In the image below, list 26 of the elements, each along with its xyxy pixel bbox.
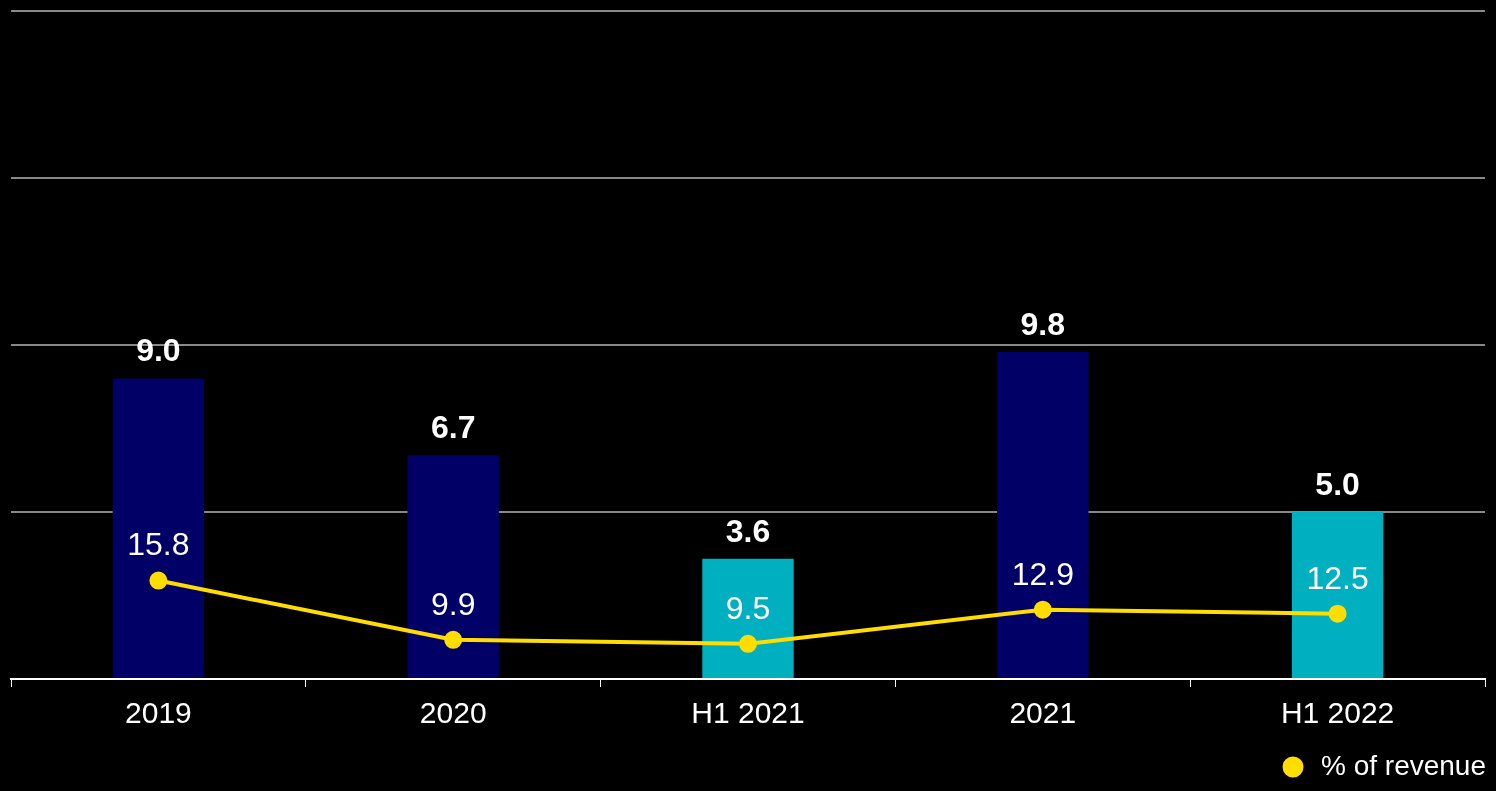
bar — [112, 378, 205, 678]
data-label: 12.9 — [1011, 555, 1074, 592]
bar — [1291, 512, 1384, 678]
data-label: 6.7 — [430, 409, 476, 446]
x-tick-label: 2021 — [1009, 696, 1077, 730]
data-label: 9.9 — [430, 585, 476, 622]
data-label: 9.0 — [136, 332, 181, 369]
bar — [407, 455, 499, 678]
data-label: 9.8 — [1020, 305, 1066, 342]
data-label: 9.5 — [725, 589, 771, 626]
bar — [702, 558, 794, 678]
x-tick-label: 2020 — [419, 696, 487, 730]
x-tick-label: H1 2021 — [691, 696, 805, 730]
point — [444, 630, 463, 649]
point — [149, 571, 168, 590]
x-tick-label: H1 2022 — [1280, 696, 1395, 730]
x-tick-label: 2019 — [125, 696, 192, 730]
point — [739, 634, 757, 653]
point — [1328, 604, 1347, 623]
data-label: 5.0 — [1315, 465, 1360, 502]
legend-label: % of revenue — [1321, 749, 1487, 781]
data-label: 12.5 — [1306, 559, 1369, 596]
data-label: 3.6 — [725, 512, 771, 549]
point — [1033, 600, 1052, 619]
data-label: 15.8 — [127, 526, 190, 563]
bar — [997, 351, 1089, 678]
